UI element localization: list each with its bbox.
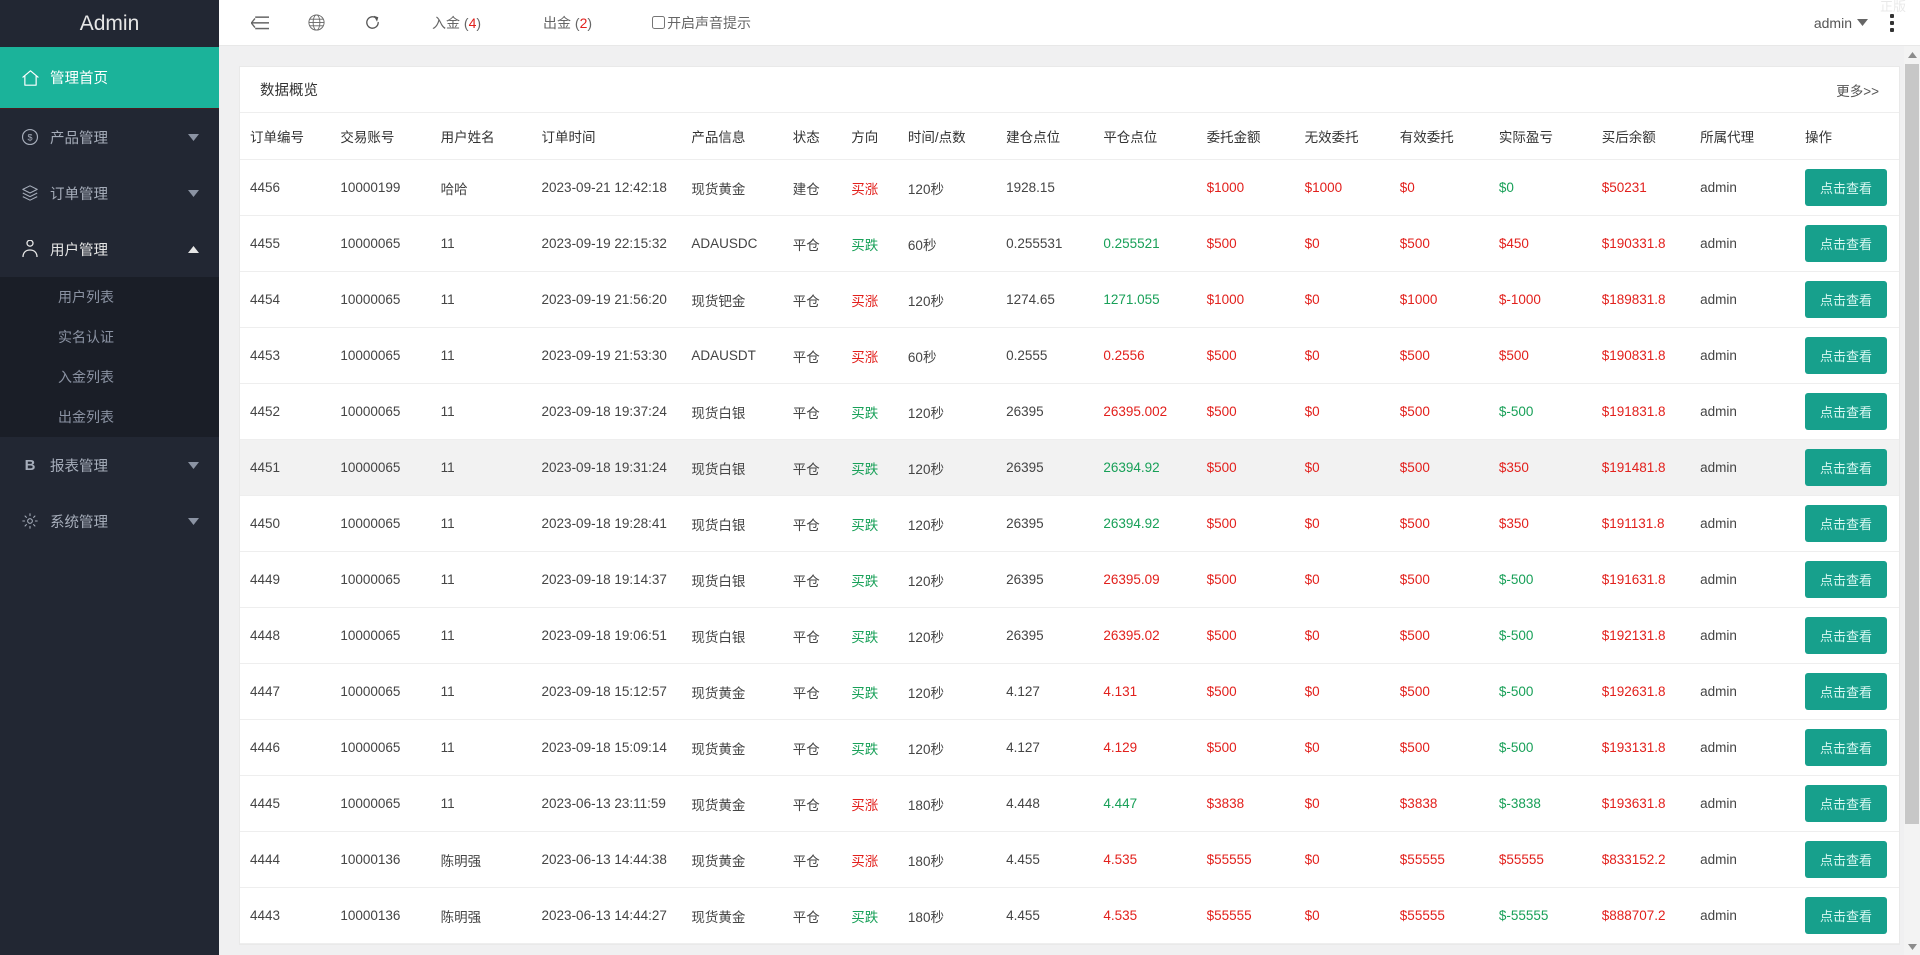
svg-text:$: $ [27, 133, 32, 143]
